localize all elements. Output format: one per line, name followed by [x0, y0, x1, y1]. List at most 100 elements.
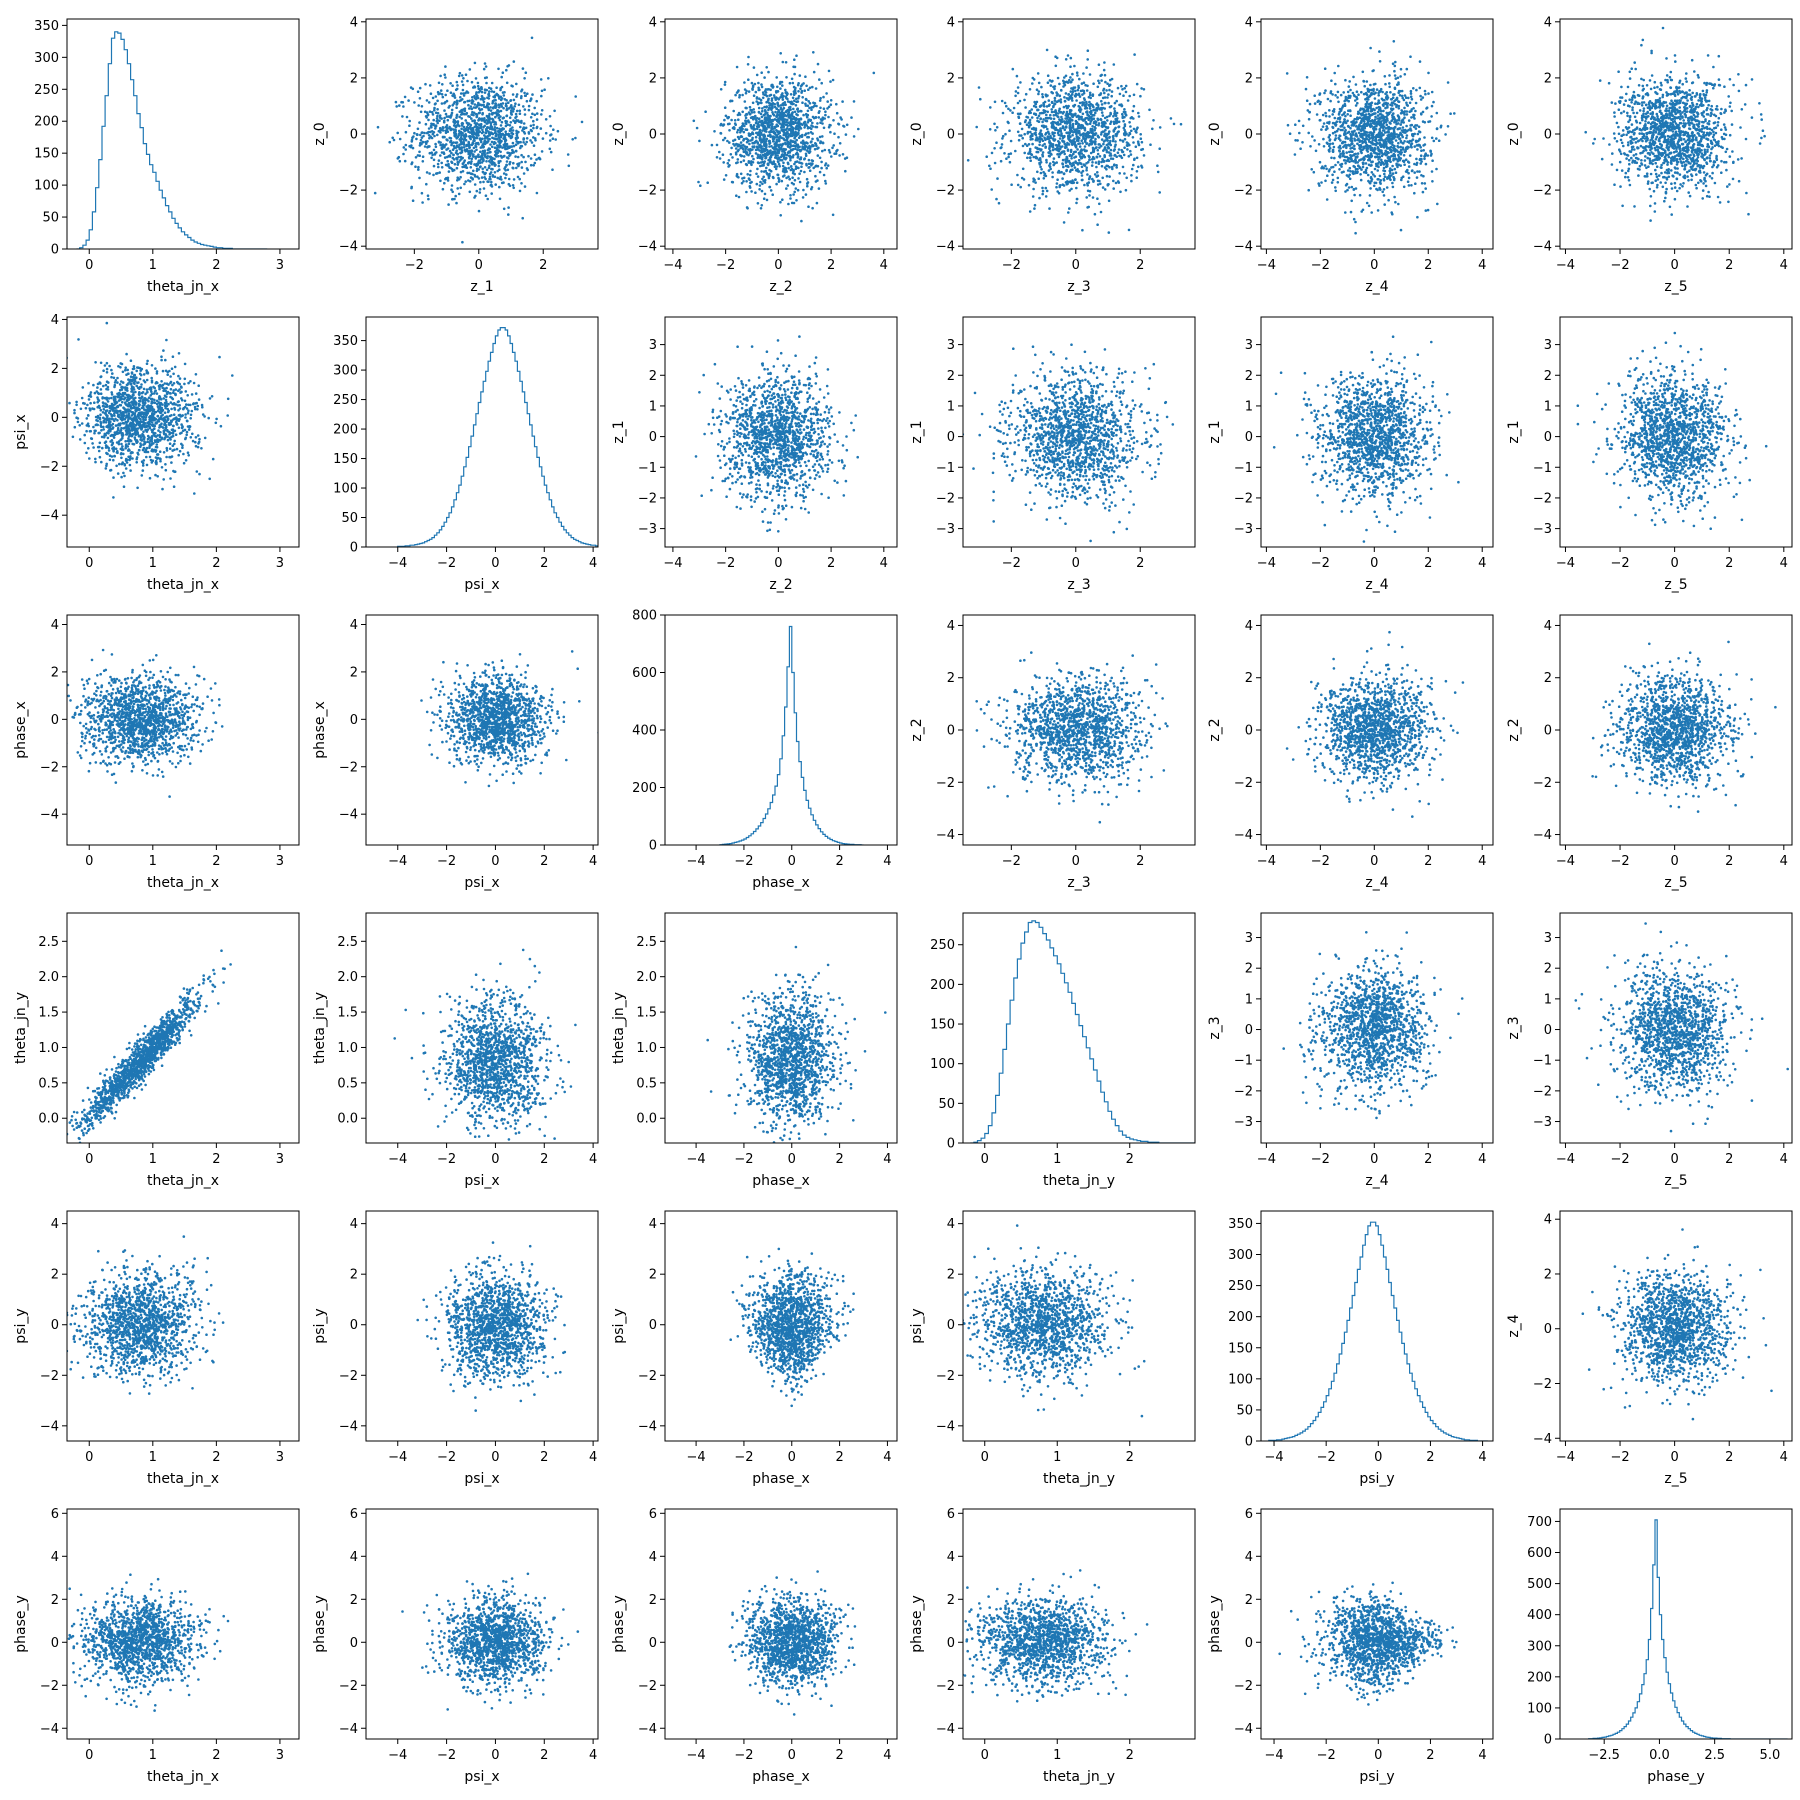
scatter-point [496, 149, 500, 152]
scatter-point [1312, 170, 1316, 174]
scatter-point [1109, 154, 1113, 157]
scatter-point [1081, 228, 1084, 232]
scatter-point [1127, 155, 1131, 158]
x-tick-label: −2 [716, 258, 735, 273]
scatter-point [807, 162, 811, 166]
scatter-point [1348, 177, 1352, 181]
scatter-point [486, 102, 490, 105]
scatter-point [765, 106, 768, 109]
scatter-point [796, 153, 800, 156]
scatter-point [1392, 149, 1395, 152]
scatter-point [537, 132, 540, 136]
scatter-point [1089, 116, 1092, 120]
scatter-point [491, 117, 494, 121]
scatter-point [796, 100, 799, 103]
scatter-point [1142, 154, 1146, 157]
scatter-point [454, 194, 458, 198]
scatter-point [841, 153, 845, 156]
scatter-point [776, 85, 779, 89]
scatter-point [723, 80, 727, 84]
scatter-point [423, 110, 427, 114]
scatter-point [476, 96, 479, 99]
scatter-point [1001, 111, 1005, 115]
scatter-point [476, 175, 479, 178]
scatter-point [514, 143, 518, 146]
scatter-point [520, 166, 524, 169]
scatter-point [491, 132, 494, 135]
scatter-point [487, 118, 491, 121]
scatter-point [1061, 177, 1064, 180]
scatter-point [756, 175, 760, 178]
scatter-point [1331, 142, 1335, 145]
scatter-point [736, 90, 740, 93]
scatter-point [1031, 137, 1034, 141]
scatter-point [1115, 166, 1118, 169]
scatter-point [738, 96, 741, 99]
scatter-point [1336, 117, 1340, 120]
scatter-point [480, 90, 484, 94]
scatter-point [1418, 170, 1421, 173]
scatter-point [732, 139, 735, 142]
scatter-point [1036, 116, 1039, 120]
scatter-point [1091, 177, 1094, 181]
scatter-point [1318, 184, 1321, 187]
scatter-point [1156, 170, 1160, 174]
x-tick-label: 3 [276, 258, 284, 273]
scatter-point [697, 180, 700, 184]
scatter-point [1380, 131, 1383, 135]
scatter-point [1017, 138, 1021, 142]
scatter-point [1117, 130, 1120, 133]
scatter-point [1072, 181, 1076, 184]
scatter-point [408, 124, 411, 127]
scatter-point [808, 144, 811, 148]
scatter-point [760, 149, 763, 152]
scatter-point [510, 109, 513, 112]
scatter-point [785, 120, 788, 124]
scatter-point [760, 83, 763, 86]
scatter-point [1124, 90, 1128, 94]
scatter-point [872, 71, 876, 75]
scatter-point [1077, 86, 1080, 89]
scatter-point [434, 145, 438, 149]
scatter-point [498, 177, 502, 181]
scatter-point [806, 109, 810, 113]
scatter-point [509, 99, 513, 102]
scatter-point [499, 109, 503, 113]
scatter-point [816, 154, 820, 157]
scatter-point [477, 153, 480, 156]
y-tick-label: −2 [936, 184, 955, 199]
scatter-point [425, 182, 428, 186]
scatter-point [1097, 162, 1101, 166]
scatter-point [1350, 199, 1353, 203]
scatter-point [491, 99, 495, 103]
scatter-point [750, 81, 754, 85]
scatter-point [806, 126, 810, 130]
scatter-point [800, 83, 804, 86]
scatter-point [765, 153, 769, 156]
scatter-point [824, 182, 828, 185]
scatter-point [997, 201, 1001, 205]
scatter-point [527, 108, 531, 112]
scatter-point [1064, 159, 1068, 163]
scatter-point [791, 96, 795, 100]
scatter-point [1124, 188, 1128, 192]
scatter-point [815, 201, 819, 205]
scatter-point [1065, 168, 1068, 172]
scatter-point [454, 141, 458, 144]
scatter-point [802, 113, 805, 117]
scatter-point [1054, 64, 1058, 68]
scatter-point [749, 123, 753, 127]
plot-area [373, 36, 584, 244]
scatter-point [1069, 90, 1073, 93]
scatter-point [495, 111, 498, 114]
scatter-point [993, 161, 997, 165]
scatter-point [1084, 138, 1087, 142]
scatter-point [487, 166, 491, 170]
scatter-point [1369, 83, 1372, 87]
scatter-point [505, 156, 509, 159]
scatter-point [436, 133, 439, 137]
scatter-point [765, 198, 769, 202]
scatter-point [491, 102, 494, 105]
scatter-point [443, 116, 446, 120]
scatter-point [1009, 109, 1012, 112]
